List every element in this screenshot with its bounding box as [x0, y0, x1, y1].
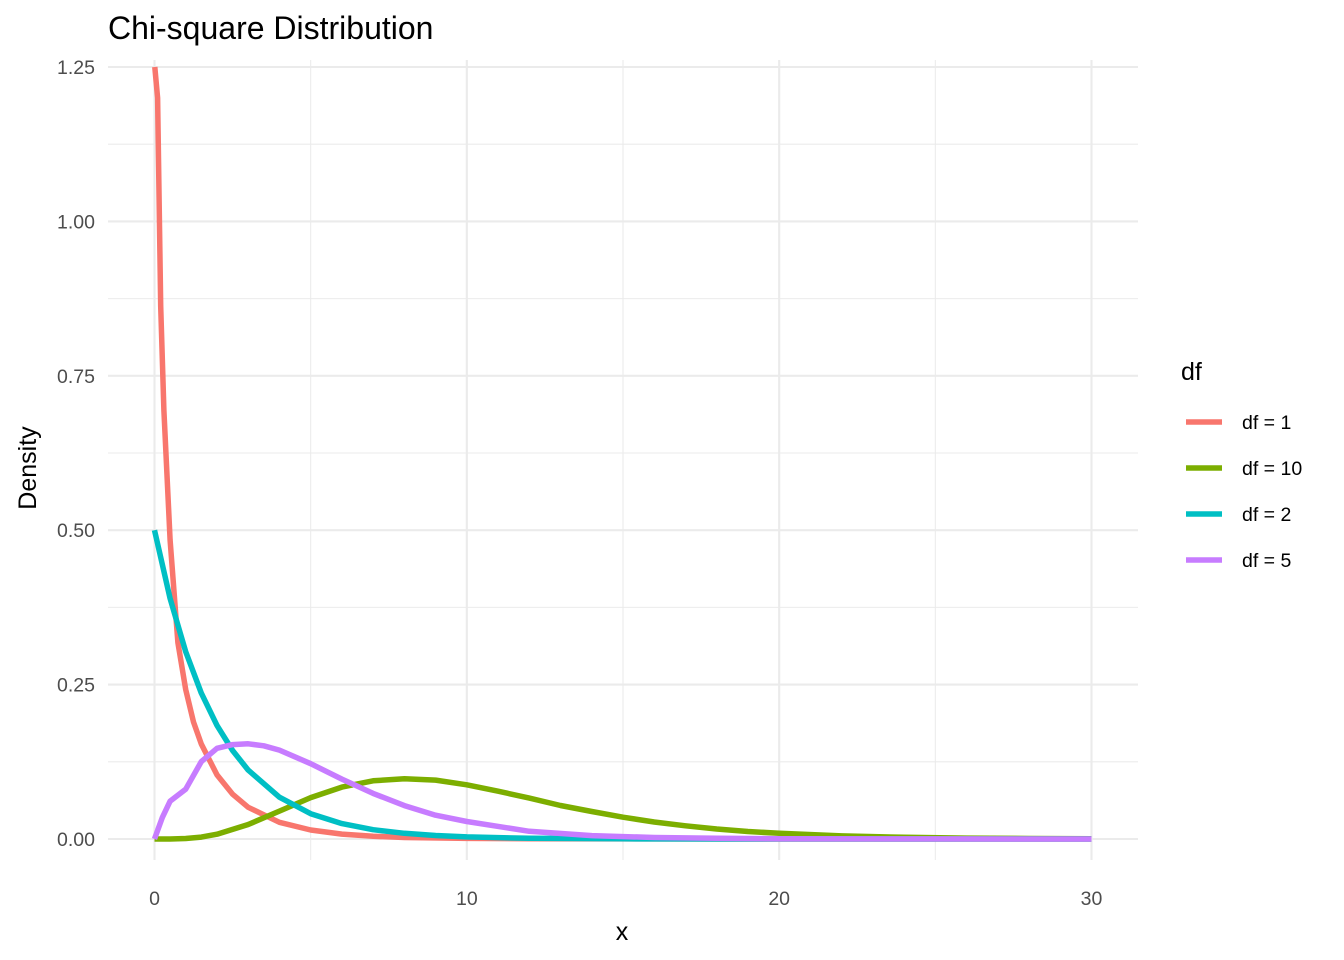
legend-label-df-10: df = 10: [1242, 458, 1302, 480]
y-tick-labels: 0.00 0.25 0.50 0.75 1.00 1.25: [57, 57, 95, 851]
legend: df df = 1 df = 10 df = 2 df = 5: [1181, 358, 1302, 572]
legend-label-df-2: df = 2: [1242, 504, 1291, 526]
grid: [108, 60, 1138, 860]
x-tick-label: 20: [768, 888, 790, 910]
y-tick-label: 0.00: [57, 829, 95, 851]
y-tick-label: 1.00: [57, 211, 95, 233]
y-tick-label: 0.50: [57, 520, 95, 542]
chart-title: Chi-square Distribution: [108, 10, 433, 46]
series-lines: [151, 66, 1092, 842]
y-tick-label: 0.75: [57, 366, 95, 388]
y-tick-label: 0.25: [57, 675, 95, 697]
x-axis-title: x: [616, 918, 629, 946]
x-tick-label: 0: [149, 888, 160, 910]
series-line-df-5: [151, 741, 1092, 842]
x-tick-label: 30: [1081, 888, 1103, 910]
legend-label-df-1: df = 1: [1242, 412, 1291, 434]
x-tick-labels: 0 10 20 30: [149, 888, 1102, 910]
legend-title: df: [1181, 358, 1202, 386]
y-axis-title: Density: [14, 426, 42, 510]
y-tick-label: 1.25: [57, 57, 95, 79]
legend-label-df-5: df = 5: [1242, 550, 1291, 572]
x-tick-label: 10: [456, 888, 478, 910]
series-line-df-10: [154, 775, 1092, 842]
